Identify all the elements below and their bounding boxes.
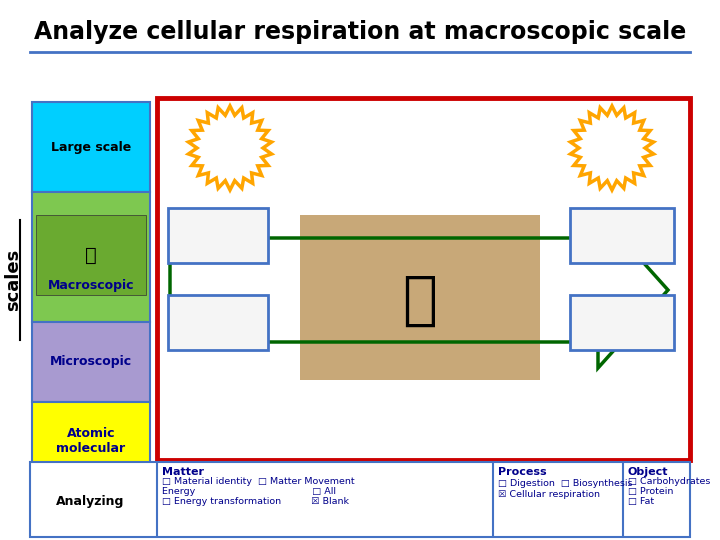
FancyBboxPatch shape	[32, 322, 150, 402]
Text: Energy                                       □ All: Energy □ All	[162, 487, 336, 496]
Text: 🐄: 🐄	[85, 246, 97, 265]
FancyBboxPatch shape	[32, 402, 150, 480]
Text: Microscopic: Microscopic	[50, 355, 132, 368]
Text: Large scale: Large scale	[51, 140, 131, 153]
Text: Object: Object	[628, 467, 668, 477]
FancyBboxPatch shape	[36, 215, 146, 295]
FancyBboxPatch shape	[168, 208, 268, 263]
FancyBboxPatch shape	[32, 102, 150, 192]
Text: scales: scales	[4, 249, 22, 311]
Text: □ Carbohydrates: □ Carbohydrates	[628, 477, 711, 486]
Text: □ Digestion  □ Biosynthesis: □ Digestion □ Biosynthesis	[498, 479, 632, 488]
Text: Macroscopic: Macroscopic	[48, 279, 134, 292]
Text: □ Energy transformation          ☒ Blank: □ Energy transformation ☒ Blank	[162, 497, 349, 506]
FancyBboxPatch shape	[300, 215, 540, 380]
Text: □ Material identity  □ Matter Movement: □ Material identity □ Matter Movement	[162, 477, 355, 486]
Text: Analyze cellular respiration at macroscopic scale: Analyze cellular respiration at macrosco…	[34, 20, 686, 44]
Text: Process: Process	[498, 467, 546, 477]
Text: Analyzing: Analyzing	[56, 495, 124, 508]
FancyBboxPatch shape	[570, 295, 674, 350]
FancyBboxPatch shape	[32, 192, 150, 322]
FancyBboxPatch shape	[570, 208, 674, 263]
Text: Matter: Matter	[162, 467, 204, 477]
FancyBboxPatch shape	[168, 295, 268, 350]
Text: □ Protein: □ Protein	[628, 487, 673, 496]
Text: □ Fat: □ Fat	[628, 497, 654, 506]
FancyBboxPatch shape	[30, 462, 690, 537]
Text: Atomic
molecular: Atomic molecular	[56, 427, 125, 455]
Text: ☒ Cellular respiration: ☒ Cellular respiration	[498, 490, 600, 499]
Text: 🐄: 🐄	[402, 272, 438, 328]
